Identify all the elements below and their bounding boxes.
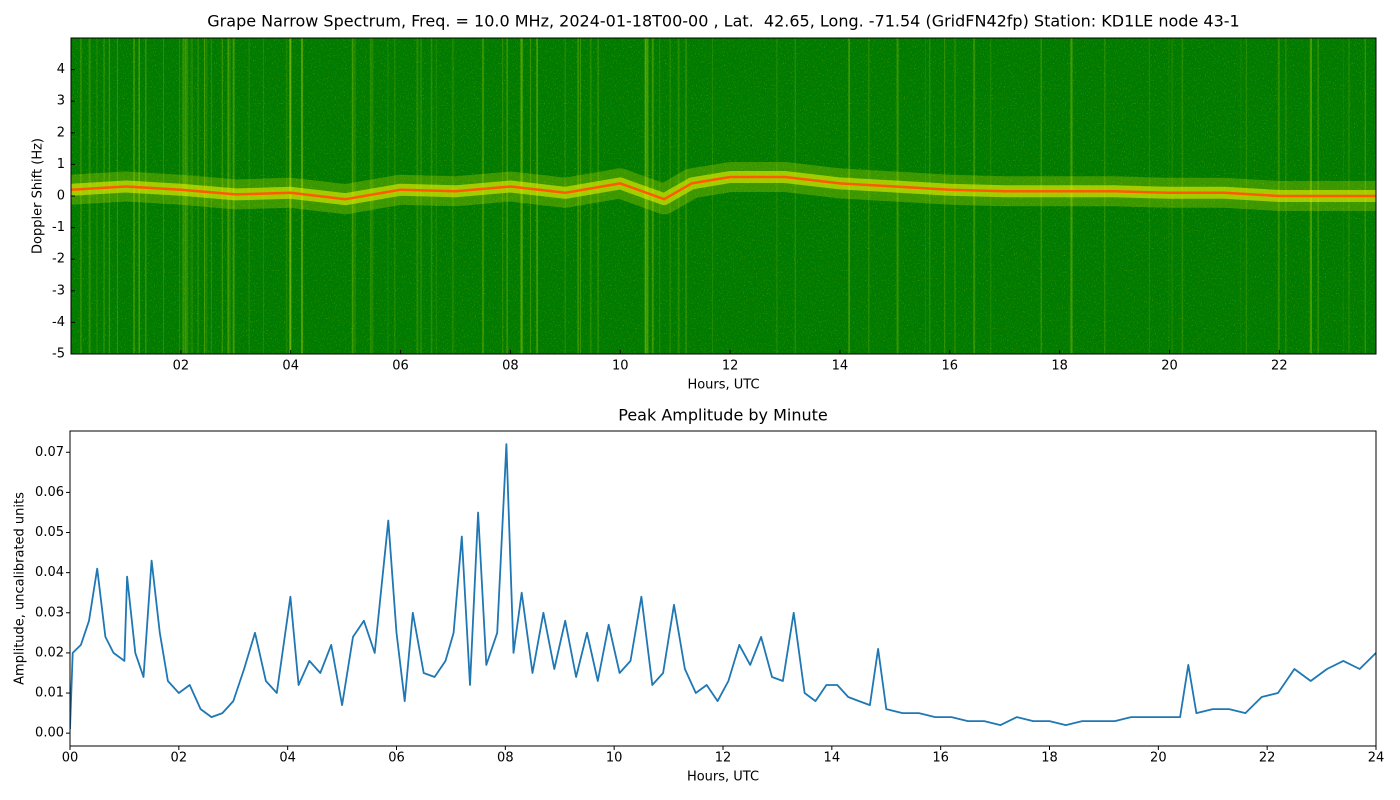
- x-tick-label: 10: [612, 359, 629, 374]
- y-tick-label: 0.07: [35, 445, 64, 460]
- y-tick-label: 4: [57, 62, 65, 77]
- plot-area: [71, 38, 1376, 354]
- y-tick-label: 0.03: [35, 605, 64, 620]
- x-tick-label: 16: [942, 359, 959, 374]
- y-tick-label: 1: [57, 157, 65, 172]
- x-tick-label: 08: [502, 359, 519, 374]
- plot-area: [70, 443, 1376, 730]
- y-tick-label: -1: [52, 220, 65, 235]
- y-tick-label: 0.05: [35, 525, 64, 540]
- axes-frame: [69, 430, 1377, 747]
- y-tick-label: 0.06: [35, 485, 64, 500]
- y-tick-label: 0.00: [35, 726, 64, 741]
- x-tick-label: 06: [388, 751, 405, 766]
- x-tick-label: 08: [497, 751, 514, 766]
- x-tick-label: 06: [392, 359, 409, 374]
- x-tick-label: 20: [1150, 751, 1167, 766]
- amplitude-line: [70, 443, 1376, 730]
- x-tick-label: 10: [606, 751, 623, 766]
- x-axis-label: Hours, UTC: [687, 770, 759, 785]
- x-tick-label: 20: [1161, 359, 1178, 374]
- y-tick-label: 0: [57, 189, 65, 204]
- x-tick-label: 02: [173, 359, 190, 374]
- y-axis-label: Amplitude, uncalibrated units: [13, 492, 28, 685]
- x-tick-label: 04: [282, 359, 299, 374]
- y-tick-label: 0.01: [35, 686, 64, 701]
- x-axis-label: Hours, UTC: [687, 378, 759, 393]
- y-tick-label: 2: [57, 125, 65, 140]
- y-tick-label: 0.02: [35, 645, 64, 660]
- x-tick-label: 22: [1259, 751, 1276, 766]
- y-tick-label: -3: [52, 283, 65, 298]
- y-tick-label: 0.04: [35, 565, 64, 580]
- x-tick-label: 02: [171, 751, 188, 766]
- doppler-trace: [71, 175, 1376, 201]
- x-tick-label: 16: [932, 751, 949, 766]
- x-tick-label: 22: [1271, 359, 1288, 374]
- x-tick-label: 04: [279, 751, 296, 766]
- y-tick-label: -5: [52, 347, 65, 362]
- y-tick-label: 3: [57, 94, 65, 109]
- y-tick-label: -4: [52, 315, 65, 330]
- x-tick-label: 14: [824, 751, 841, 766]
- x-tick-label: 14: [832, 359, 849, 374]
- x-tick-label: 24: [1368, 751, 1385, 766]
- y-axis-label: Doppler Shift (Hz): [31, 138, 46, 254]
- x-tick-label: 18: [1051, 359, 1068, 374]
- chart-title: Grape Narrow Spectrum, Freq. = 10.0 MHz,…: [207, 12, 1239, 31]
- x-tick-label: 18: [1041, 751, 1058, 766]
- x-tick-label: 12: [715, 751, 732, 766]
- x-tick-label: 00: [62, 751, 79, 766]
- chart-title: Peak Amplitude by Minute: [618, 406, 828, 425]
- x-tick-label: 12: [722, 359, 739, 374]
- y-tick-label: -2: [52, 252, 65, 267]
